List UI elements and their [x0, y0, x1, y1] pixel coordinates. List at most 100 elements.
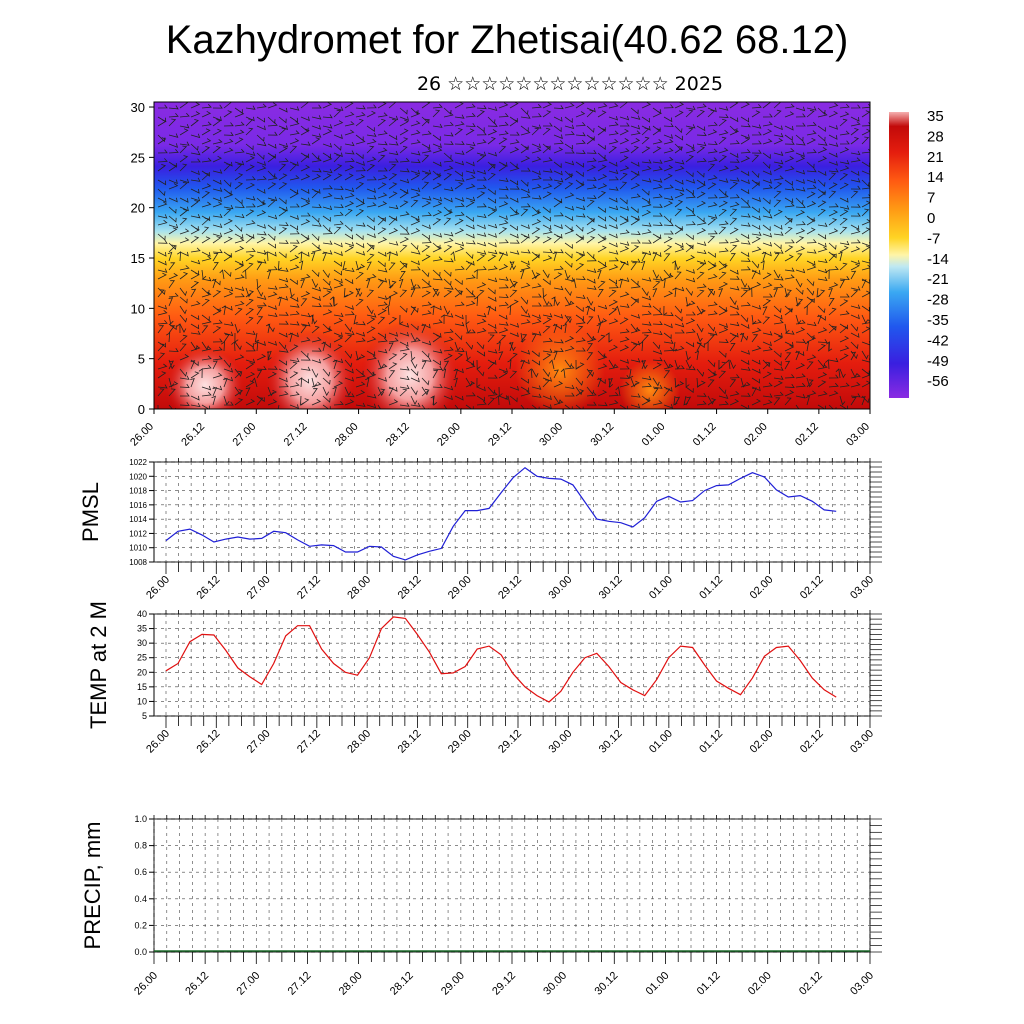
wind-barb [575, 294, 586, 300]
wind-barb [806, 130, 817, 136]
wind-barb [465, 287, 474, 296]
wind-barb [388, 150, 399, 156]
wind-barb [476, 232, 487, 237]
wind-barb [663, 236, 673, 244]
wind-barb [333, 173, 343, 181]
wind-barb [565, 149, 575, 154]
wind-barb [201, 251, 211, 257]
wind-barb [509, 289, 518, 298]
wind-barb [474, 296, 479, 307]
wind-barb [311, 168, 322, 173]
wind-barb [707, 148, 718, 154]
y-tick-label: 5 [142, 711, 147, 721]
wind-barb [355, 233, 364, 241]
wind-barb [465, 196, 476, 202]
wind-barb [850, 260, 861, 265]
wind-barb [531, 156, 542, 163]
heatmap-y-tick-label: 5 [138, 352, 145, 367]
wind-barb [355, 390, 366, 397]
wind-barb [608, 115, 619, 121]
wind-barb [289, 245, 298, 253]
colorbar-label: -7 [927, 230, 940, 247]
wind-barb [201, 146, 211, 154]
wind-barb [685, 193, 696, 199]
wind-barb [663, 305, 668, 316]
wind-barb [311, 190, 320, 199]
wind-barb [388, 163, 397, 172]
wind-barb [421, 269, 430, 278]
y-tick-label: 25 [137, 653, 147, 663]
wind-barb [748, 287, 753, 298]
wind-barb [289, 191, 299, 199]
wind-barb [707, 109, 716, 118]
wind-barb [641, 303, 652, 308]
wind-barb [806, 218, 816, 226]
wind-barb [619, 345, 630, 352]
wind-barb [388, 115, 399, 121]
wind-barb [267, 170, 276, 179]
wind-barb [564, 242, 573, 249]
wind-barb [551, 296, 556, 307]
wind-barb [773, 305, 782, 314]
colorbar-label: -49 [927, 353, 949, 370]
wind-barb [223, 110, 233, 118]
wind-barb [344, 158, 355, 163]
wind-barb [465, 169, 476, 174]
wind-barb [839, 197, 849, 203]
wind-barb [825, 269, 830, 280]
wind-barb [223, 228, 234, 235]
wind-barb [850, 150, 861, 156]
wind-barb [201, 138, 212, 145]
wind-barb [289, 203, 300, 208]
wind-barb [465, 350, 471, 361]
wind-barb [432, 359, 441, 366]
wind-barb [597, 354, 608, 361]
wind-barb [440, 314, 445, 325]
wind-barb [564, 173, 574, 181]
wind-barb [179, 128, 189, 136]
wind-barb [729, 194, 740, 199]
wind-barb [322, 156, 333, 163]
wind-barb [531, 251, 540, 259]
wind-barb [619, 138, 630, 145]
wind-barb [739, 332, 745, 343]
heatmap-x-tick-label: 01.00 [640, 421, 668, 449]
wind-barb [486, 305, 491, 316]
wind-barb [663, 332, 672, 340]
wind-barb [586, 251, 595, 260]
wind-barb [377, 130, 388, 136]
wind-barb [806, 298, 815, 307]
wind-barb [344, 368, 354, 374]
wind-barb [685, 396, 692, 406]
wind-barb [201, 110, 212, 118]
wind-barb [344, 311, 355, 316]
wind-barb [740, 323, 750, 330]
wind-barb [729, 217, 738, 226]
wind-barb [366, 326, 376, 334]
wind-barb [839, 275, 850, 281]
wind-barb [795, 319, 806, 325]
wind-barb [762, 359, 771, 368]
wind-barb [795, 228, 806, 235]
wind-barb [410, 219, 421, 226]
wind-barb [344, 290, 354, 298]
wind-barb [850, 350, 858, 360]
y-tick-label: 1010 [129, 544, 147, 553]
wind-barb [223, 161, 233, 167]
wind-barb [300, 279, 305, 289]
wind-barb [267, 152, 276, 159]
wind-barb [289, 361, 298, 370]
x-tick-label: 01.12 [695, 970, 723, 998]
wind-barb [289, 321, 300, 326]
y-tick-label: 0.0 [134, 947, 147, 957]
wind-barb [575, 161, 584, 168]
wind-barb [332, 386, 337, 397]
wind-barb [553, 197, 563, 204]
wind-barb [212, 187, 223, 192]
wind-barb [322, 185, 333, 190]
wind-barb [234, 163, 243, 172]
y-axis-label: TEMP at 2 M [86, 601, 111, 729]
wind-barb [465, 251, 474, 260]
wind-barb [597, 269, 602, 280]
